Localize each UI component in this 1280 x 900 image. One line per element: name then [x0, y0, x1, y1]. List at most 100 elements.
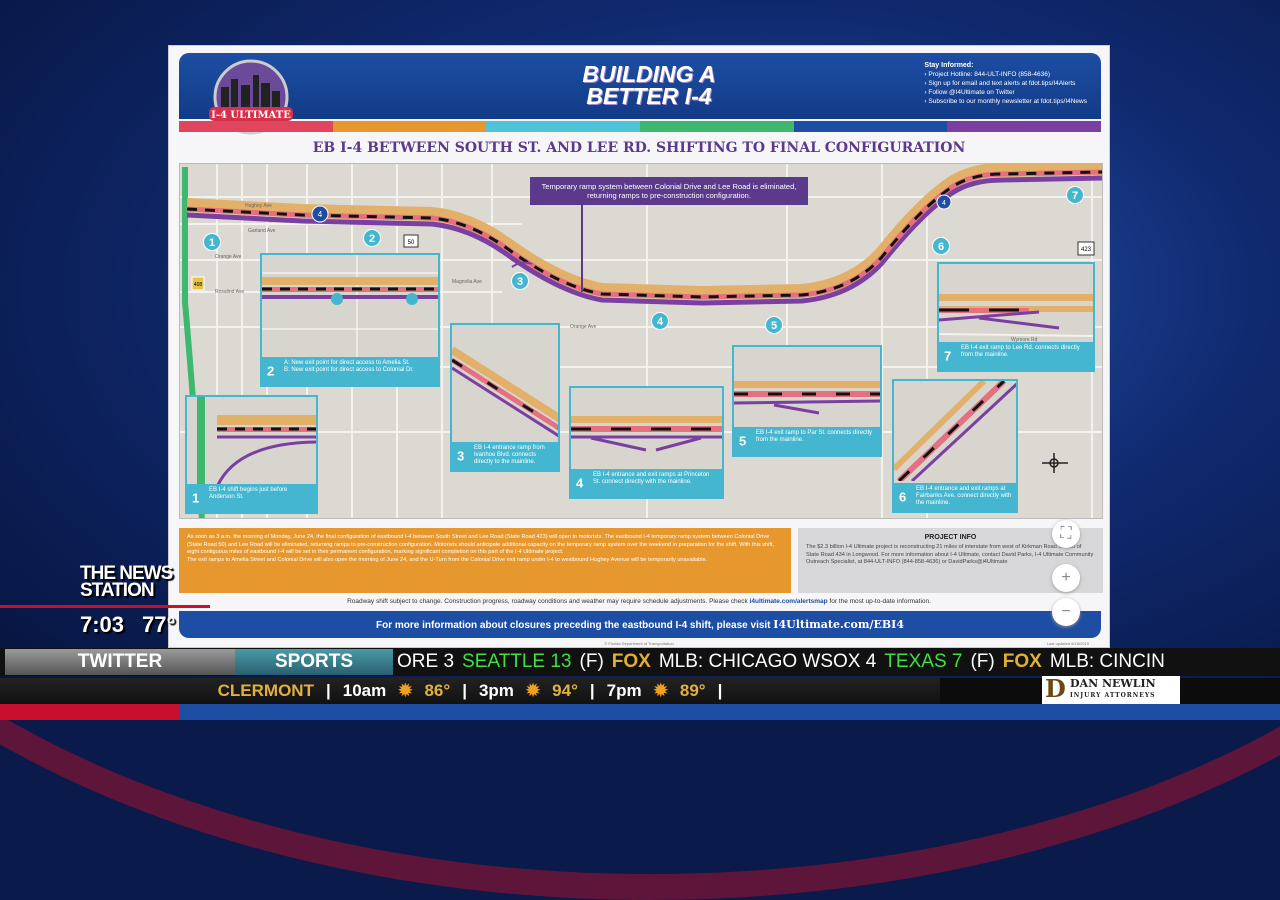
ticker-item: (F) [970, 651, 995, 672]
stay-item: › Subscribe to our monthly newsletter at… [924, 98, 1087, 105]
street-label-wymore-rd: Wymore Rd [1011, 337, 1038, 343]
ticker-item: MLB: CHICAGO WSOX 4 [658, 651, 877, 672]
inset-1: 1 EB I-4 shift begins just before Anderso… [185, 395, 318, 514]
inset-caption: 2 A: New exit point for direct access to … [262, 357, 438, 385]
inset-4: 4 EB I-4 entrance and exit ramps at Princ… [569, 386, 724, 499]
street-label: Orange Ave [215, 254, 242, 260]
ticker-scroll: ORE 3 SEATTLE 13 (F) FOX MLB: CHICAGO WSOX 4… [393, 651, 1165, 673]
weather-temp: 94° [552, 681, 578, 700]
weather-temp: 89° [679, 681, 706, 700]
stay-item: › Project Hotline: 844-ULT-INFO (858-463… [924, 71, 1051, 78]
clock: 7:03 [80, 612, 125, 637]
sun-icon: ✹ [525, 681, 541, 700]
street-label: Orange Ave [570, 324, 597, 330]
stay-informed: Stay Informed: › Project Hotline: 844-UL… [924, 61, 1087, 106]
street-label: Rosalind Ave [215, 289, 245, 295]
inset-map [734, 381, 880, 415]
inset-map [262, 255, 438, 359]
map-marker-1[interactable]: 1 [203, 233, 221, 251]
inset-map [939, 294, 1093, 337]
ticker-tab-twitter: TWITTER [5, 649, 235, 675]
svg-text:408: 408 [194, 282, 203, 288]
sun-icon: ✹ [398, 681, 413, 700]
inset-7: Wymore Rd 7 EB I-4 exit ramp to Lee Rd. c… [937, 262, 1095, 372]
inset-map [197, 397, 316, 487]
inset-caption: 5 EB I-4 exit ramp to Par St. connects di… [734, 427, 880, 455]
street-label: Garland Ave [248, 228, 276, 234]
alerts-map-link[interactable]: i4ultimate.com/alertsmap [749, 598, 828, 605]
map-marker-3[interactable]: 3 [511, 272, 529, 290]
sun-icon: ✹ [653, 681, 668, 700]
stay-informed-heading: Stay Informed: [924, 62, 974, 69]
svg-text:4: 4 [942, 200, 946, 207]
inset-caption: 7 EB I-4 exit ramp to Lee Rd. connects di… [939, 342, 1093, 370]
inset-6: 6 EB I-4 entrance and exit ramps at Fairb… [892, 379, 1018, 513]
inset-2: 2 A: New exit point for direct access to … [260, 253, 440, 387]
notice-box: As soon as 3 a.m. the morning of Monday,… [179, 528, 791, 593]
sr408-shield-icon [191, 276, 205, 291]
ebi4-link[interactable]: I4Ultimate.com/EBI4 [773, 618, 904, 631]
map-marker-6[interactable]: 6 [932, 237, 950, 255]
map-marker-4[interactable]: 4 [651, 312, 669, 330]
subtitle: EB I-4 BETWEEN SOUTH ST. AND LEE RD. SHI… [312, 140, 966, 156]
sports-ticker: TWITTER SPORTS ORE 3 SEATTLE 13 (F) FOX MLB:… [0, 648, 1280, 676]
temperature: 77° [142, 612, 176, 637]
zoom-in-button[interactable]: + [1052, 564, 1080, 592]
inset-map [894, 381, 1016, 481]
weather-time: 7pm [606, 681, 642, 700]
infographic-panel: I-4 ULTIMATE BUILDING A BETTER I-4 Stay … [168, 45, 1110, 648]
inset-caption: 6 EB I-4 entrance and exit ramps at Fairb… [894, 483, 1016, 511]
map-marker-7[interactable]: 7 [1066, 186, 1084, 204]
project-info-text: The $2.3 billion I-4 Ultimate project is… [806, 544, 1094, 566]
station-name: THE NEWS STATION [80, 563, 173, 601]
weather-time: 10am [342, 681, 387, 700]
svg-text:423: 423 [1081, 247, 1092, 253]
disclaimer: Roadway shift subject to change. Constru… [347, 598, 931, 605]
weather-city: CLERMONT [217, 681, 314, 700]
fine-print: © Florida Department of Transportation La… [604, 641, 1089, 646]
color-stripe [179, 121, 1102, 132]
svg-text:4: 4 [318, 210, 323, 219]
station-bug: THE NEWS STATION 7:03 77° [0, 563, 215, 638]
footer-banner: For more information about closures prec… [179, 611, 1101, 638]
zoom-out-button[interactable]: − [1052, 598, 1080, 626]
ticker-item: TEXAS 7 [884, 651, 963, 672]
street-label: Hughey Ave [245, 203, 272, 209]
inset-caption: 4 EB I-4 entrance and exit ramps at Princ… [571, 469, 722, 497]
inset-map [571, 416, 722, 452]
fit-view-button[interactable]: ⛶ [1052, 520, 1080, 548]
ticker-item: FOX [1002, 651, 1042, 672]
ticker-item: MLB: CINCIN [1049, 651, 1165, 672]
stay-item: › Follow @I4Ultimate on Twitter [924, 89, 1015, 96]
map-marker-2[interactable]: 2 [363, 229, 381, 247]
stay-item: › Sign up for email and text alerts at f… [924, 80, 1076, 87]
notice-paragraph: As soon as 3 a.m. the morning of Monday,… [187, 534, 775, 556]
inset-map [452, 346, 558, 438]
notice-paragraph: The exit ramps to Amelia Street and Colo… [187, 556, 708, 563]
ticker-item: FOX [611, 651, 651, 672]
project-info-heading: PROJECT INFO [924, 534, 977, 541]
header-banner: I-4 ULTIMATE BUILDING A BETTER I-4 Stay … [179, 53, 1101, 135]
callout-box: Temporary ramp system between Colonial D… [530, 177, 808, 205]
ticker-item: ORE 3 [397, 651, 455, 672]
svg-text:I-4 ULTIMATE: I-4 ULTIMATE [211, 110, 291, 121]
svg-text:50: 50 [408, 240, 415, 246]
bottom-strip [0, 704, 1280, 720]
inset-3: 3 EB I-4 entrance ramp from Ivanhoe Blvd.… [450, 323, 560, 472]
ticker-tab-sports: SPORTS [235, 649, 393, 675]
pan-cursor-icon [1042, 453, 1068, 473]
inset-caption: 1 EB I-4 shift begins just before Anderso… [187, 484, 316, 512]
weather-temp: 86° [424, 681, 451, 700]
i4-shield-icon: 4 [936, 194, 952, 210]
banner-title: BUILDING A BETTER I-4 [582, 61, 716, 109]
ticker-item: (F) [579, 651, 604, 672]
map-area[interactable]: 4 4 50 423 408 Hughey Ave Garland Ave Or… [179, 163, 1103, 519]
ramp [511, 261, 533, 268]
weather-time: 3pm [478, 681, 514, 700]
map-marker-5[interactable]: 5 [765, 316, 783, 334]
inset-5: 5 EB I-4 exit ramp to Par St. connects di… [732, 345, 882, 457]
sponsor-logo: D DAN NEWLIN INJURY ATTORNEYS [1042, 676, 1180, 704]
sr423-shield-icon [1077, 241, 1095, 256]
street-label: Magnolia Ave [452, 279, 482, 285]
inset-caption: 3 EB I-4 entrance ramp from Ivanhoe Blvd.… [452, 442, 558, 470]
